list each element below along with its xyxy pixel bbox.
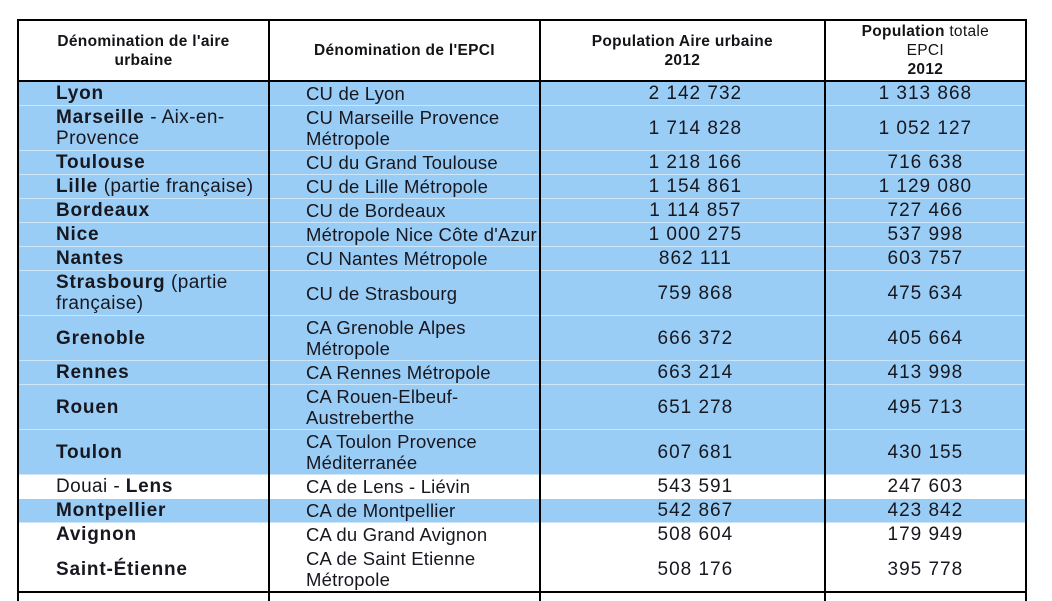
empty-row	[17, 591, 1027, 601]
table-row: Grenoble CA Grenoble Alpes Métropole 666 3…	[17, 315, 1027, 361]
cell-aire-urbaine: Lille (partie française)	[17, 174, 270, 199]
cell-population-epci: 495 713	[823, 384, 1027, 430]
cell-epci: CA Rouen-Elbeuf- Austreberthe	[268, 384, 541, 430]
cell-epci: CU de Lyon	[268, 81, 541, 106]
cell-population-epci: 716 638	[823, 150, 1027, 175]
table-row: Strasbourg (partie française) CU de Stras…	[17, 270, 1027, 316]
cell-population-epci: 395 778	[823, 546, 1027, 593]
cell-population-aire: 651 278	[538, 384, 826, 430]
population-table: Dénomination de l'aire urbaine Dénominat…	[17, 19, 1027, 601]
empty-cell	[538, 591, 826, 601]
cell-population-aire: 2 142 732	[538, 81, 826, 106]
cell-population-epci: 1 052 127	[823, 105, 1027, 151]
cell-population-epci: 247 603	[823, 474, 1027, 499]
cell-epci: CU du Grand Toulouse	[268, 150, 541, 175]
table-row: Marseille - Aix-en- Provence CU Marseille…	[17, 105, 1027, 151]
cell-population-epci: 179 949	[823, 522, 1027, 547]
table-row: Nantes CU Nantes Métropole 862 111 603 757	[17, 246, 1027, 271]
cell-population-aire: 1 714 828	[538, 105, 826, 151]
col-header-population-epci: Population totale EPCI 2012	[823, 19, 1027, 82]
cell-population-epci: 1 129 080	[823, 174, 1027, 199]
cell-population-epci: 475 634	[823, 270, 1027, 316]
cell-aire-urbaine: Saint-Étienne	[17, 546, 270, 593]
table-row: Avignon CA du Grand Avignon 508 604 179 949	[17, 522, 1027, 547]
cell-population-epci: 727 466	[823, 198, 1027, 223]
cell-epci: CA de Lens - Liévin	[268, 474, 541, 499]
cell-epci: CA de Saint Etienne Métropole	[268, 546, 541, 593]
cropped-empty-row	[17, 591, 1027, 601]
empty-cell	[823, 591, 1027, 601]
table-row: Rouen CA Rouen-Elbeuf- Austreberthe 651 27…	[17, 384, 1027, 430]
cell-epci: CU de Strasbourg	[268, 270, 541, 316]
empty-cell	[268, 591, 541, 601]
table-row: Rennes CA Rennes Métropole 663 214 413 998	[17, 360, 1027, 385]
table-row: Nice Métropole Nice Côte d'Azur 1 000 275 5…	[17, 222, 1027, 247]
cell-epci: CA de Montpellier	[268, 498, 541, 523]
cell-population-aire: 666 372	[538, 315, 826, 361]
cell-population-aire: 508 176	[538, 546, 826, 593]
cell-population-aire: 542 867	[538, 498, 826, 523]
empty-cell	[17, 591, 270, 601]
table-row: Lyon CU de Lyon 2 142 732 1 313 868	[17, 81, 1027, 106]
table-row: Bordeaux CU de Bordeaux 1 114 857 727 466	[17, 198, 1027, 223]
cell-population-aire: 1 114 857	[538, 198, 826, 223]
cell-population-epci: 405 664	[823, 315, 1027, 361]
cell-epci: CU de Lille Métropole	[268, 174, 541, 199]
cell-population-aire: 759 868	[538, 270, 826, 316]
cell-epci: Métropole Nice Côte d'Azur	[268, 222, 541, 247]
cell-population-epci: 537 998	[823, 222, 1027, 247]
cell-aire-urbaine: Nice	[17, 222, 270, 247]
cell-epci: CA du Grand Avignon	[268, 522, 541, 547]
col-header-aire-urbaine: Dénomination de l'aire urbaine	[17, 19, 270, 82]
cell-population-aire: 862 111	[538, 246, 826, 271]
cell-epci: CU de Bordeaux	[268, 198, 541, 223]
cell-epci: CA Grenoble Alpes Métropole	[268, 315, 541, 361]
cell-epci: CA Toulon Provence Méditerranée	[268, 429, 541, 475]
table-body: Lyon CU de Lyon 2 142 732 1 313 868 Marseill…	[17, 81, 1027, 593]
cell-aire-urbaine: Avignon	[17, 522, 270, 547]
table-row: Montpellier CA de Montpellier 542 867 423 8…	[17, 498, 1027, 523]
table-row: Toulouse CU du Grand Toulouse 1 218 166 716…	[17, 150, 1027, 175]
table-header: Dénomination de l'aire urbaine Dénominat…	[17, 19, 1027, 82]
cell-aire-urbaine: Nantes	[17, 246, 270, 271]
cell-aire-urbaine: Lyon	[17, 81, 270, 106]
col-header-population-aire: Population Aire urbaine 2012	[538, 19, 826, 82]
cell-aire-urbaine: Rennes	[17, 360, 270, 385]
cell-population-epci: 430 155	[823, 429, 1027, 475]
cell-population-epci: 1 313 868	[823, 81, 1027, 106]
cell-aire-urbaine: Marseille - Aix-en- Provence	[17, 105, 270, 151]
table-row: Lille (partie française) CU de Lille Métr…	[17, 174, 1027, 199]
cell-aire-urbaine: Toulouse	[17, 150, 270, 175]
cell-population-aire: 1 154 861	[538, 174, 826, 199]
cell-aire-urbaine: Montpellier	[17, 498, 270, 523]
cell-aire-urbaine: Strasbourg (partie française)	[17, 270, 270, 316]
table-row: Toulon CA Toulon Provence Méditerranée 607…	[17, 429, 1027, 475]
cell-aire-urbaine: Bordeaux	[17, 198, 270, 223]
cell-aire-urbaine: Grenoble	[17, 315, 270, 361]
cell-population-epci: 413 998	[823, 360, 1027, 385]
cell-population-aire: 508 604	[538, 522, 826, 547]
cell-population-aire: 1 218 166	[538, 150, 826, 175]
cell-population-aire: 663 214	[538, 360, 826, 385]
cell-epci: CU Marseille Provence Métropole	[268, 105, 541, 151]
cell-epci: CA Rennes Métropole	[268, 360, 541, 385]
cell-population-aire: 543 591	[538, 474, 826, 499]
cell-population-aire: 607 681	[538, 429, 826, 475]
table-row: Douai - Lens CA de Lens - Liévin 543 591 24…	[17, 474, 1027, 499]
cell-aire-urbaine: Toulon	[17, 429, 270, 475]
cell-aire-urbaine: Rouen	[17, 384, 270, 430]
cell-epci: CU Nantes Métropole	[268, 246, 541, 271]
table-row: Saint-Étienne CA de Saint Etienne Métropo…	[17, 546, 1027, 593]
col-header-epci: Dénomination de l'EPCI	[268, 19, 541, 82]
header-row: Dénomination de l'aire urbaine Dénominat…	[17, 19, 1027, 82]
cell-population-epci: 603 757	[823, 246, 1027, 271]
cell-aire-urbaine: Douai - Lens	[17, 474, 270, 499]
cell-population-aire: 1 000 275	[538, 222, 826, 247]
cell-population-epci: 423 842	[823, 498, 1027, 523]
